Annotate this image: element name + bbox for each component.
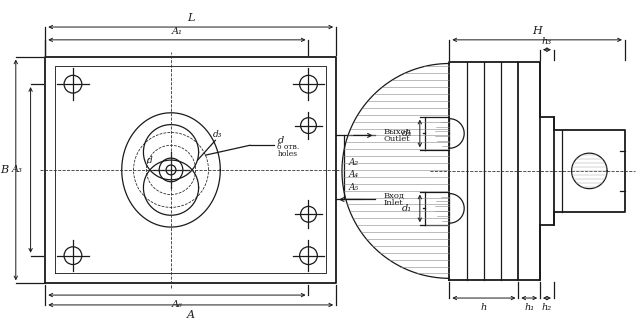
Text: A₅: A₅ (349, 183, 359, 192)
Text: h: h (481, 303, 487, 312)
Text: A₃: A₃ (12, 165, 22, 175)
Text: L: L (187, 13, 195, 23)
Text: Outlet: Outlet (383, 135, 410, 143)
Text: Выход: Выход (383, 127, 411, 136)
Text: h₂: h₂ (542, 303, 552, 312)
Text: Вход: Вход (383, 191, 404, 200)
Text: d₃: d₃ (212, 130, 222, 139)
Text: A: A (187, 310, 195, 320)
Text: δ отв.: δ отв. (277, 143, 300, 151)
Text: H: H (532, 26, 542, 36)
Text: holes: holes (277, 150, 298, 158)
Text: A₄: A₄ (349, 170, 359, 179)
Text: A₁: A₁ (172, 27, 182, 36)
Text: d: d (277, 136, 284, 145)
Text: h₃: h₃ (542, 37, 552, 46)
Text: A₆: A₆ (172, 300, 182, 309)
Text: d: d (147, 155, 152, 165)
Text: d₂: d₂ (402, 129, 412, 138)
Text: B: B (0, 165, 8, 175)
Text: d₁: d₁ (402, 204, 412, 213)
Text: A₂: A₂ (349, 157, 359, 167)
Text: h₁: h₁ (524, 303, 534, 312)
Text: Inlet: Inlet (383, 199, 403, 208)
